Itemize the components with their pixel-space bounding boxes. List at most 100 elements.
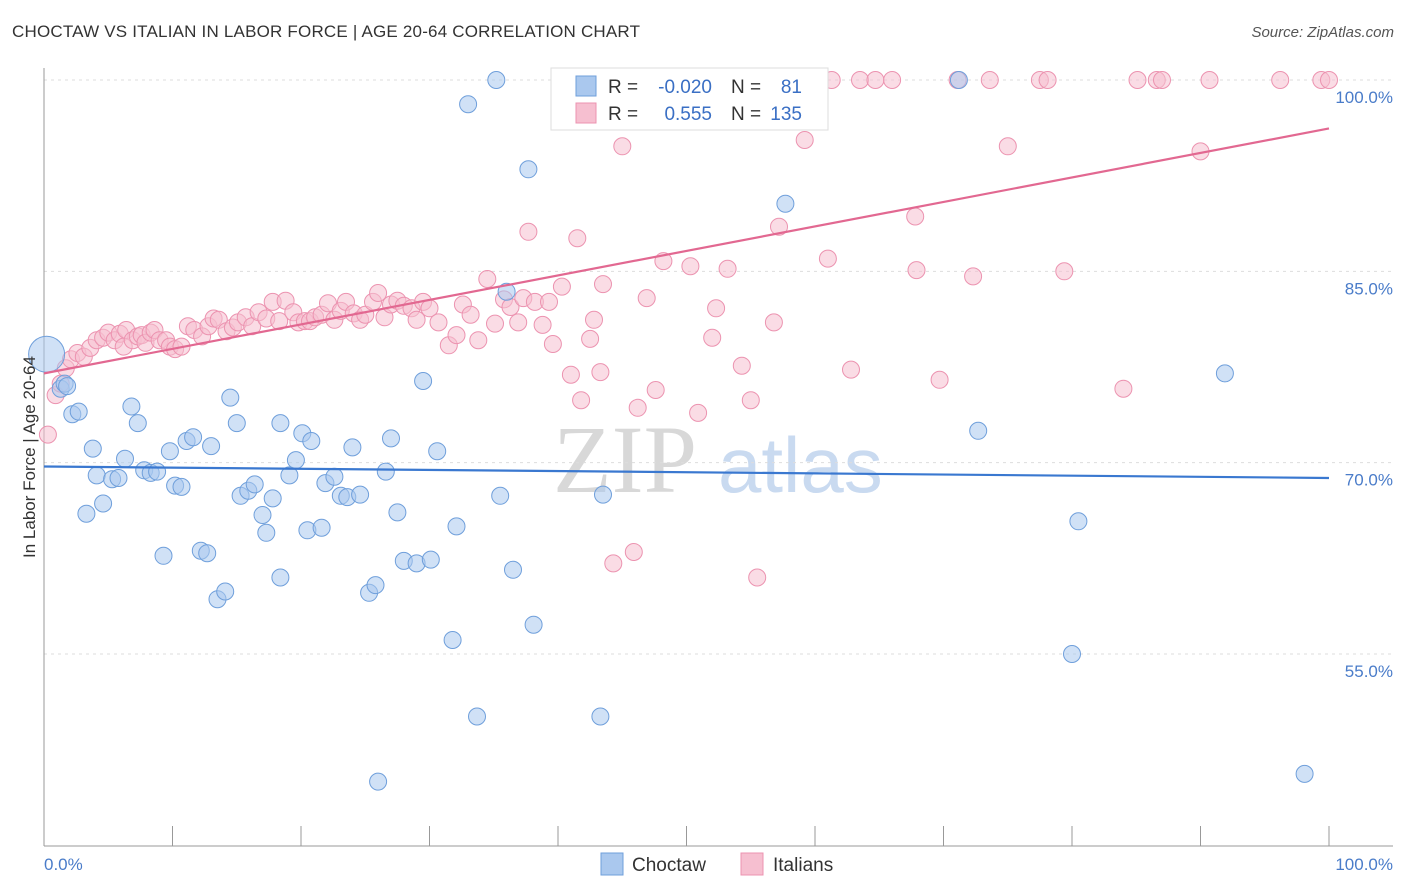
choctaw-point-43 xyxy=(312,518,331,537)
choctaw-point-66 xyxy=(497,282,516,301)
choctaw-point-68 xyxy=(519,160,538,179)
choctaw-point-17 xyxy=(148,462,167,481)
choctaw-point-67 xyxy=(504,560,522,579)
italians-point-93 xyxy=(628,398,647,417)
stats-r-value-italians: 0.555 xyxy=(664,104,712,125)
italians-point-80 xyxy=(540,292,558,311)
choctaw-point-21 xyxy=(172,477,191,496)
stats-n-value-choctaw: 81 xyxy=(781,77,802,98)
watermark-zip: ZIP xyxy=(553,406,697,513)
italians-point-85 xyxy=(572,391,591,410)
choctaw-point-42 xyxy=(302,432,321,450)
stats-n-label-choctaw: N = xyxy=(731,77,761,98)
stats-r-value-choctaw: -0.020 xyxy=(658,77,712,98)
trend-lines xyxy=(43,127,1330,480)
choctaw-point-79 xyxy=(369,772,388,791)
choctaw-point-3 xyxy=(58,377,77,396)
italians-point-101 xyxy=(718,259,737,278)
italians-point-90 xyxy=(604,554,623,573)
choctaw-point-26 xyxy=(202,437,221,456)
series-legend-swatch-choctaw xyxy=(600,852,624,876)
choctaw-point-23 xyxy=(184,428,203,447)
italians-point-89 xyxy=(594,275,612,294)
stats-r-label-italians: R = xyxy=(608,104,638,125)
source-credit: Source: ZipAtlas.com xyxy=(1251,24,1394,41)
x-tick-label-right: 100.0% xyxy=(1335,855,1393,874)
choctaw-point-33 xyxy=(245,475,264,494)
choctaw-point-70 xyxy=(591,707,610,726)
stats-legend-swatch-choctaw xyxy=(575,75,597,97)
italians-point-71 xyxy=(478,270,497,288)
italians-point-86 xyxy=(581,329,600,348)
choctaw-point-8 xyxy=(87,466,106,485)
choctaw-point-13 xyxy=(122,397,141,416)
choctaw-point-57 xyxy=(414,372,433,390)
choctaw-point-77 xyxy=(1215,364,1234,383)
choctaw-point-7 xyxy=(83,439,102,458)
watermark: ZIP atlas xyxy=(553,406,883,513)
italians-point-104 xyxy=(748,568,767,587)
italians-point-124 xyxy=(1320,71,1338,89)
choctaw-points xyxy=(28,71,1314,791)
italians-point-77 xyxy=(519,222,538,241)
choctaw-point-49 xyxy=(351,485,370,504)
choctaw-point-73 xyxy=(949,71,968,89)
choctaw-point-62 xyxy=(459,95,478,114)
italians-point-65 xyxy=(429,313,448,332)
stats-legend-swatch-italians xyxy=(575,102,597,124)
italians-point-81 xyxy=(543,335,562,353)
italians-point-92 xyxy=(624,543,643,561)
choctaw-point-52 xyxy=(376,462,395,481)
choctaw-point-63 xyxy=(468,707,486,726)
italians-point-112 xyxy=(907,261,926,280)
italians-point-82 xyxy=(552,277,571,296)
italians-point-129 xyxy=(883,71,902,89)
choctaw-point-36 xyxy=(263,489,282,508)
italians-point-115 xyxy=(998,137,1017,156)
choctaw-point-64 xyxy=(487,71,506,89)
italians-point-79 xyxy=(533,315,552,334)
choctaw-point-18 xyxy=(154,546,173,565)
x-tick-label-left: 0.0% xyxy=(44,855,83,874)
choctaw-point-53 xyxy=(382,429,400,448)
italians-point-108 xyxy=(818,249,837,268)
y-tick-label-1: 85.0% xyxy=(1345,279,1393,298)
y-axis-tick-labels: 100.0% 85.0% 70.0% 55.0% xyxy=(1335,88,1393,681)
x-axis-ticks xyxy=(43,826,1330,846)
italians-point-100 xyxy=(707,299,726,318)
choctaw-point-76 xyxy=(1069,512,1088,531)
series-legend: Choctaw Italians xyxy=(600,852,833,876)
choctaw-point-58 xyxy=(421,550,440,569)
choctaw-point-9 xyxy=(94,494,113,513)
choctaw-point-72 xyxy=(776,194,795,213)
italians-point-109 xyxy=(842,360,860,379)
choctaw-point-45 xyxy=(325,467,344,486)
choctaw-point-34 xyxy=(253,506,272,524)
italians-point-122 xyxy=(1271,71,1290,89)
choctaw-point-60 xyxy=(443,631,462,649)
choctaw-point-11 xyxy=(109,469,128,487)
choctaw-point-28 xyxy=(216,582,235,601)
stats-r-label-choctaw: R = xyxy=(608,77,638,98)
choctaw-point-48 xyxy=(343,438,362,457)
italians-point-91 xyxy=(613,137,632,156)
choctaw-point-59 xyxy=(428,442,447,461)
y-tick-label-2: 70.0% xyxy=(1345,471,1393,490)
italians-point-70 xyxy=(469,331,488,350)
italians-point-134 xyxy=(1128,71,1147,89)
watermark-atlas: atlas xyxy=(718,421,883,509)
choctaw-point-71 xyxy=(594,485,612,504)
series-legend-label-italians: Italians xyxy=(773,855,833,876)
choctaw-point-61 xyxy=(447,517,466,536)
y-axis-title: In Labor Force | Age 20-64 xyxy=(20,356,39,558)
italians-point-56 xyxy=(369,284,388,302)
italians-point-133 xyxy=(1038,71,1057,89)
choctaw-point-75 xyxy=(1063,645,1081,663)
choctaw-point-80 xyxy=(271,568,290,587)
italians-point-88 xyxy=(591,363,610,382)
italians-point-116 xyxy=(1055,262,1074,281)
italians-point-113 xyxy=(930,370,949,389)
series-legend-label-choctaw: Choctaw xyxy=(632,855,706,876)
italians-point-105 xyxy=(764,313,783,332)
